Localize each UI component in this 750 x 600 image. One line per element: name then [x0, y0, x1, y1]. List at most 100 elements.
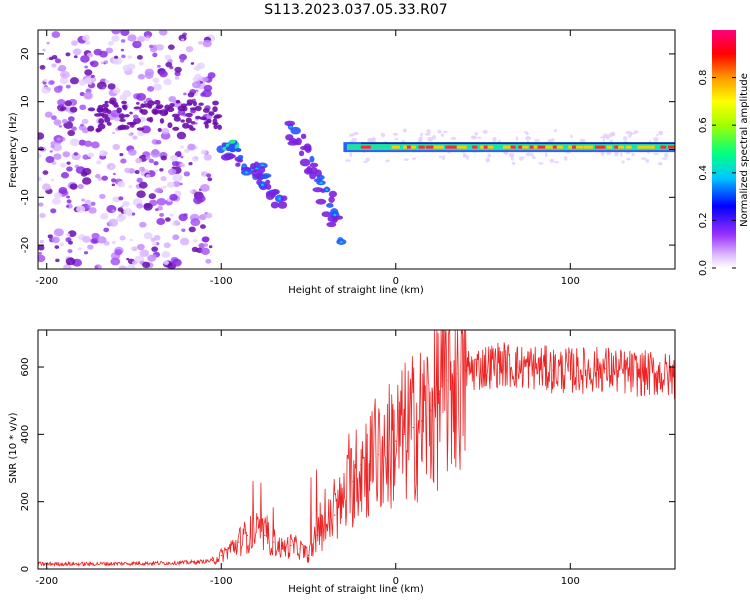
noise-blob	[169, 213, 174, 217]
noise-blob	[48, 56, 54, 61]
faint-blob	[487, 153, 492, 158]
noise-blob	[195, 194, 206, 203]
noise-band-blob	[213, 123, 218, 130]
noise-blob	[203, 243, 209, 247]
noise-blob	[82, 177, 92, 185]
spectrogram-xtick-label: 100	[561, 276, 580, 287]
noise-blob	[86, 244, 94, 250]
carrier-ridge-core	[472, 145, 478, 149]
snr-point	[273, 541, 275, 543]
noise-blob	[128, 132, 133, 137]
faint-blob	[380, 132, 386, 138]
noise-blob	[67, 129, 76, 137]
noise-blob	[81, 118, 89, 125]
carrier-ridge-core	[568, 145, 573, 149]
noise-blob	[66, 195, 70, 199]
noise-band-blob	[121, 100, 127, 105]
spectrogram-ylabel: Frequency (Hz)	[8, 112, 19, 188]
noise-blob	[59, 77, 69, 85]
secondary-branch-blob	[328, 196, 335, 203]
noise-blob	[202, 39, 212, 48]
faint-blob	[600, 151, 605, 156]
snr-point	[89, 563, 91, 565]
noise-blob	[111, 35, 120, 42]
faint-blob	[599, 136, 606, 139]
noise-blob	[152, 83, 162, 91]
noise-blob	[38, 146, 44, 151]
noise-blob	[90, 141, 100, 149]
noise-blob	[148, 44, 154, 49]
noise-blob	[54, 192, 63, 199]
faint-blob	[602, 138, 605, 142]
noise-blob	[159, 212, 165, 217]
noise-blob	[120, 158, 127, 164]
plasma-branch-blob	[259, 166, 266, 174]
noise-band-blob	[167, 122, 173, 129]
noise-blob	[59, 242, 64, 247]
snr-point	[290, 544, 292, 547]
noise-band-blob	[175, 99, 181, 104]
faint-blob	[438, 155, 442, 159]
noise-blob	[38, 153, 42, 159]
snr-line	[38, 330, 675, 568]
carrier-ridge-core	[479, 145, 485, 149]
noise-blob	[97, 236, 107, 244]
carrier-ridge-core	[360, 145, 371, 149]
snr-point	[238, 541, 240, 543]
noise-blob	[120, 39, 126, 43]
noise-blob	[163, 242, 171, 249]
noise-blob	[184, 148, 190, 153]
colorbar-tick-label: 0.4	[698, 165, 709, 181]
noise-blob	[136, 42, 140, 45]
noise-band-blob	[195, 115, 202, 120]
noise-blob	[162, 185, 167, 189]
faint-blob	[531, 153, 534, 158]
spectrogram-xtick-label: -200	[35, 276, 58, 287]
faint-blob	[442, 130, 448, 133]
noise-blob	[117, 207, 124, 212]
carrier-ridge-core	[487, 145, 494, 149]
noise-blob	[71, 40, 79, 46]
snr-point	[281, 548, 283, 550]
noise-blob	[55, 258, 60, 263]
secondary-branch-blob	[309, 171, 317, 180]
noise-blob	[139, 249, 149, 257]
noise-blob	[129, 111, 133, 115]
carrier-ridge-core	[556, 145, 564, 149]
snr-ytick-label: 400	[20, 425, 31, 444]
faint-blob	[605, 135, 611, 140]
noise-blob	[192, 81, 201, 89]
noise-blob	[71, 126, 77, 131]
noise-blob	[100, 61, 105, 65]
noise-band-blob	[146, 117, 152, 122]
noise-blob	[67, 116, 75, 122]
faint-blob	[450, 136, 457, 141]
noise-blob	[155, 139, 162, 145]
noise-blob	[73, 55, 78, 59]
noise-blob	[160, 155, 167, 161]
snr-xtick-label: -100	[210, 576, 233, 587]
noise-blob	[78, 124, 86, 131]
noise-blob	[145, 155, 151, 160]
carrier-ridge-core	[433, 145, 444, 149]
noise-blob	[172, 223, 176, 226]
noise-blob	[39, 213, 46, 219]
noise-band-blob	[140, 109, 148, 115]
snr-xtick-label: 100	[561, 576, 580, 587]
spectrogram-ytick-label: 0	[20, 146, 31, 152]
spectrogram-xtick-label: 0	[393, 276, 399, 287]
ridge-start-blob	[235, 148, 242, 153]
secondary-branch-blob	[284, 120, 296, 127]
noise-blob	[136, 243, 145, 251]
noise-blob	[143, 232, 153, 240]
noise-band-blob	[118, 113, 125, 120]
faint-blob	[549, 158, 555, 163]
noise-blob	[73, 152, 79, 156]
noise-blob	[112, 57, 123, 65]
noise-blob	[174, 66, 182, 73]
faint-blob	[622, 136, 628, 141]
noise-blob	[159, 168, 164, 172]
noise-blob	[102, 86, 106, 90]
snr-point	[351, 480, 353, 483]
